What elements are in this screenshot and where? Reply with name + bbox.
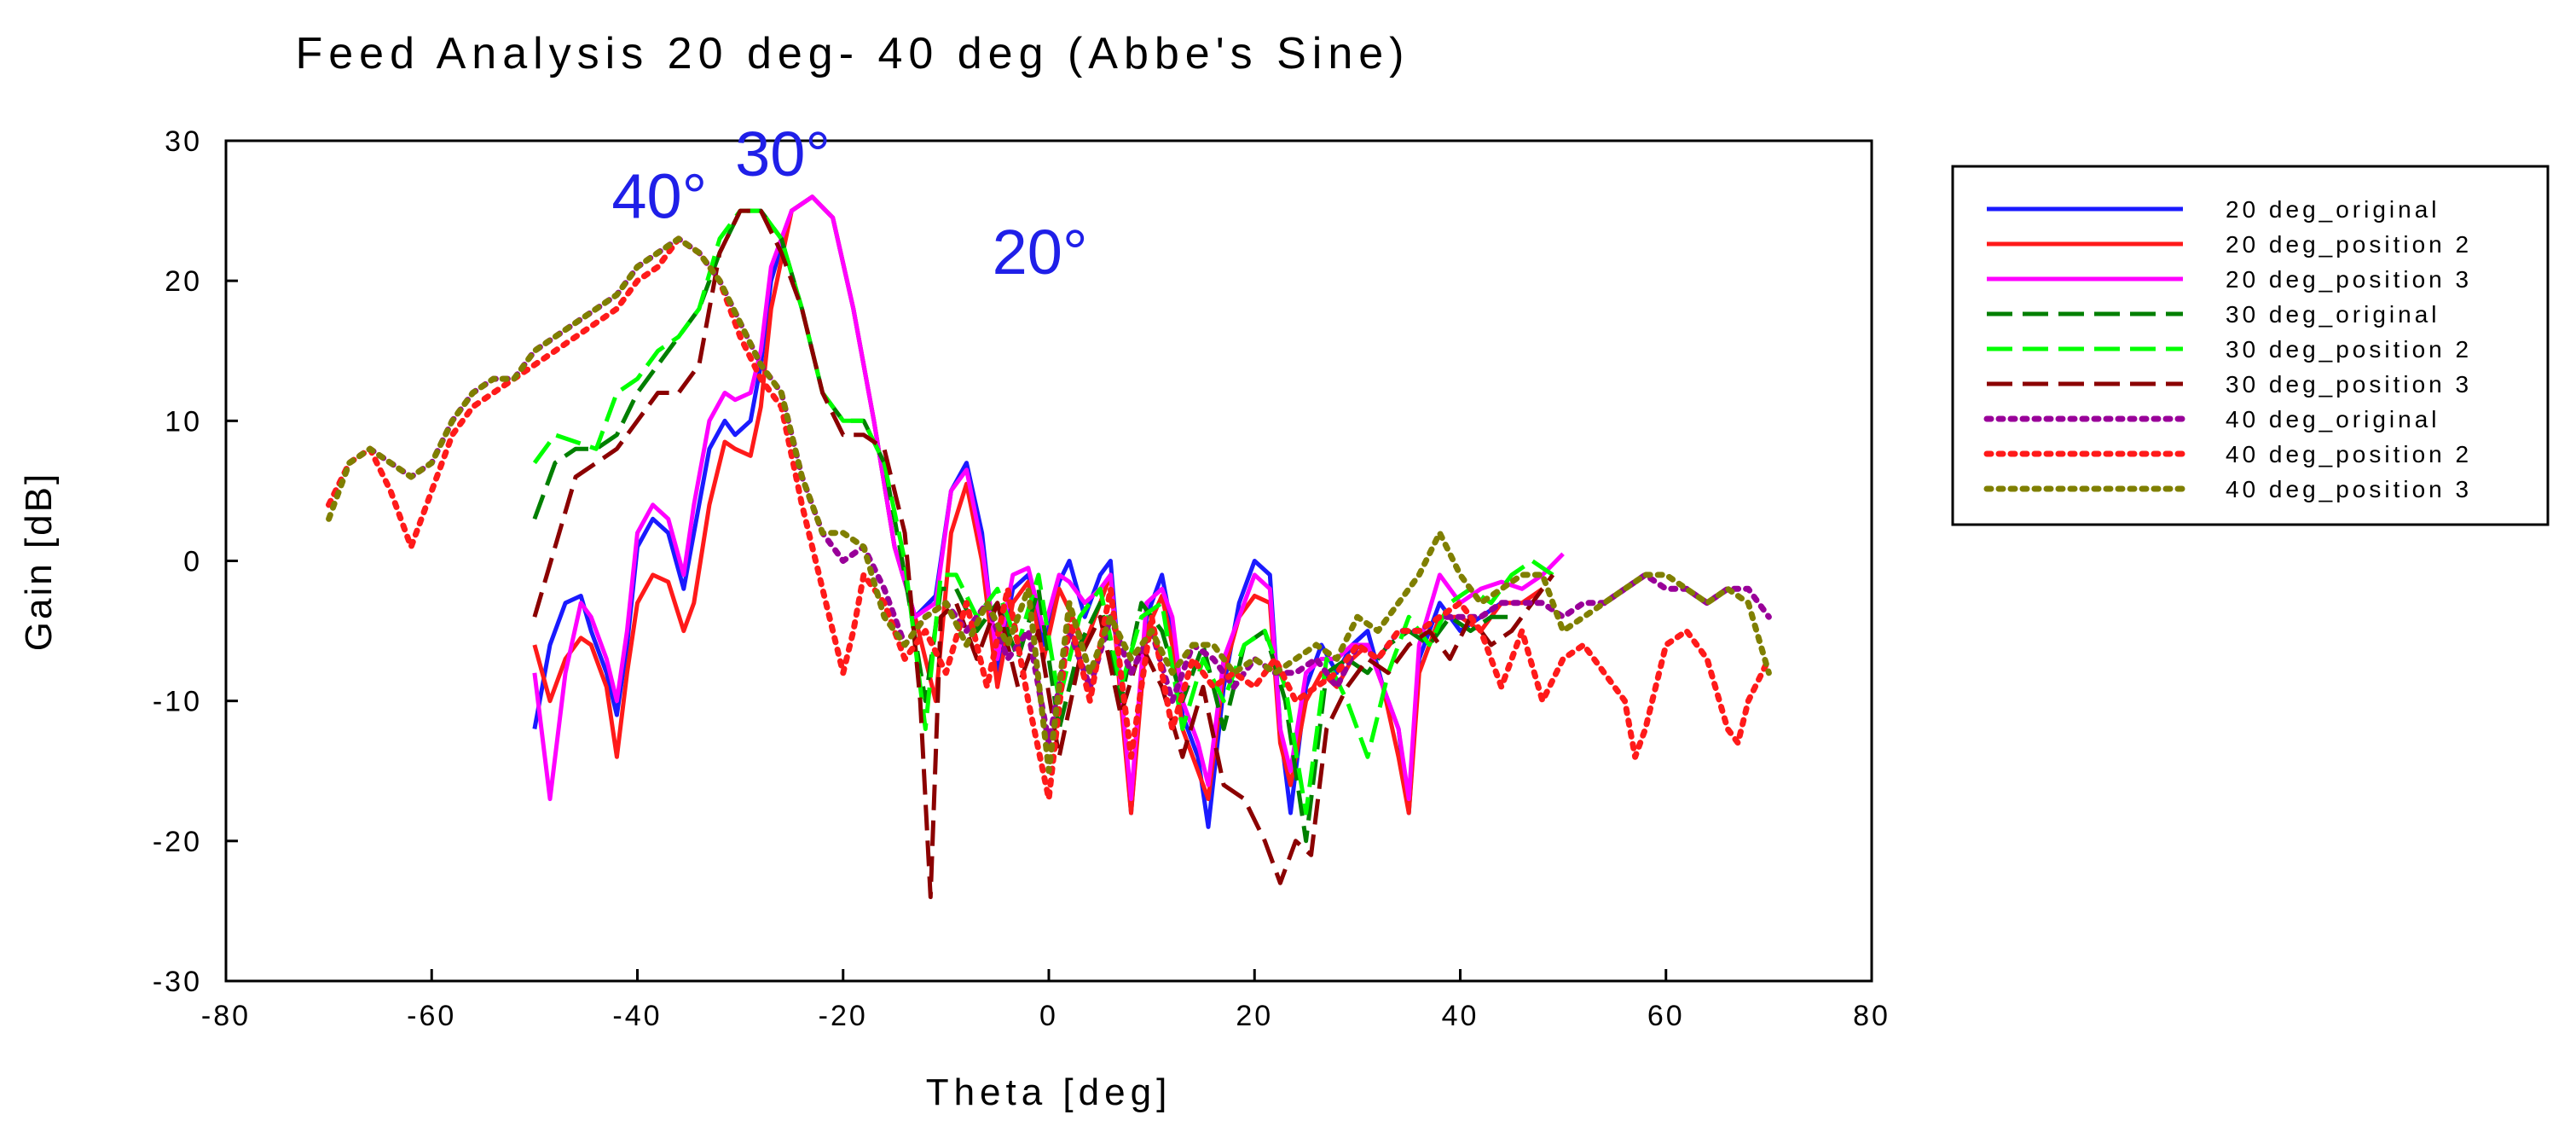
legend-label: 20 deg_position 3 [2226,266,2472,293]
x-tick-label: -40 [612,1000,662,1032]
x-tick-label: 40 [1442,1000,1479,1032]
x-tick-label: 80 [1853,1000,1890,1032]
legend-label: 40 deg_position 3 [2226,476,2472,502]
series-line-30-deg-position-3 [532,208,1555,899]
legend: 20 deg_original 20 deg_position 2 20 deg_p… [1951,165,2550,526]
y-axis-label: Gain [dB] [18,472,60,651]
y-tick-label: -20 [153,826,202,858]
legend-label: 40 deg_original [2226,406,2440,432]
series-line-20-deg-position-2 [532,194,1544,816]
x-tick-label: 0 [1039,1000,1058,1032]
y-tick-label: -10 [153,686,202,718]
annotation-layer: 40° 30° 20° [611,119,1087,287]
x-tick-label: -80 [201,1000,251,1032]
x-tick-label: -60 [407,1000,456,1032]
chart-title: Feed Analysis 20 deg- 40 deg (Abbe's Sin… [295,29,1410,78]
legend-label: 30 deg_position 3 [2226,371,2472,398]
angle-annotation: 40° [611,160,707,231]
legend-label: 30 deg_position 2 [2226,336,2472,363]
x-axis-label: Theta [deg] [926,1071,1172,1113]
x-tick-label: -20 [819,1000,868,1032]
y-tick-label: 10 [165,405,202,438]
series-line-40-deg-position-2 [326,235,1772,803]
legend-label: 20 deg_original [2226,196,2440,223]
y-tick-label: -30 [153,966,202,998]
series-line-30-deg-position-2 [532,208,1554,816]
x-tick-label: 20 [1236,1000,1273,1032]
series-line-20-deg-original [532,194,1503,829]
y-tick-label: 0 [183,546,202,578]
angle-annotation: 20° [993,217,1088,287]
axis-layer: -80 -60 -40 -20 0 20 40 60 80 -30 -20 -10 0 10 20 30 [153,125,1890,1032]
series-line-40-deg-position-3 [326,235,1772,775]
x-tick-label: 60 [1647,1000,1685,1032]
y-tick-label: 20 [165,265,202,298]
legend-label: 40 deg_position 2 [2226,441,2472,467]
angle-annotation: 30° [735,119,831,189]
y-tick-label: 30 [165,125,202,158]
series-layer [326,194,1772,899]
legend-box [1951,165,2550,526]
legend-label: 30 deg_original [2226,301,2440,328]
legend-label: 20 deg_position 2 [2226,231,2472,258]
